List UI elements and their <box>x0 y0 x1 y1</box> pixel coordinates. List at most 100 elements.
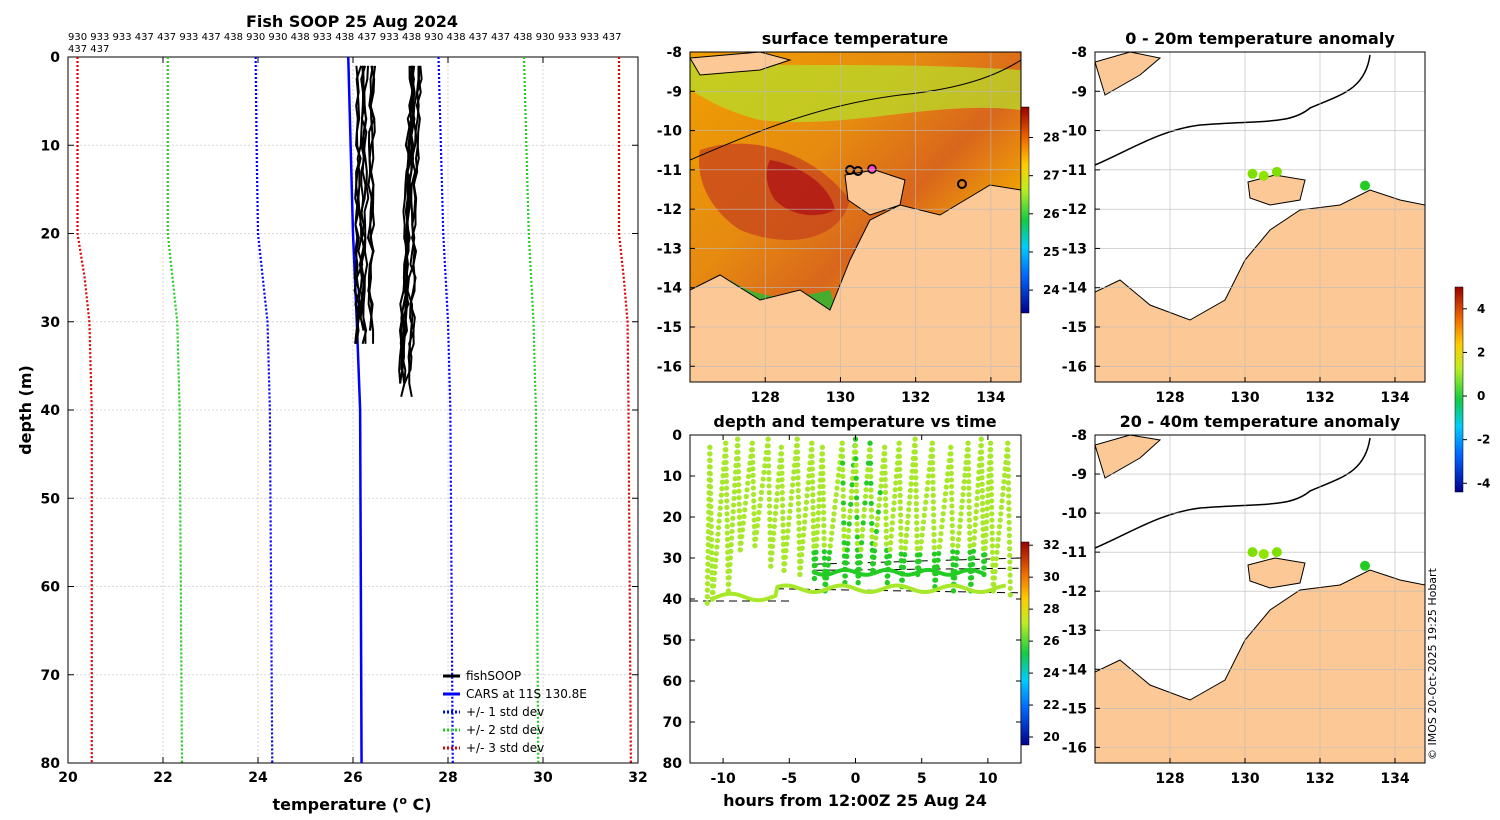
profile-ytick-label: 40 <box>41 403 61 419</box>
timeseries-point <box>841 520 847 526</box>
timeseries-point <box>861 513 867 519</box>
surface-grid <box>690 51 1021 382</box>
timeseries-point <box>799 545 805 551</box>
timeseries-point <box>730 515 736 521</box>
surface-hot-core <box>766 160 835 216</box>
timeseries-point <box>771 523 777 530</box>
timeseries-point <box>981 565 987 571</box>
timeseries-point <box>723 479 730 485</box>
surface-ytick-label: -14 <box>657 281 683 297</box>
timeseries-point <box>770 537 776 543</box>
timeseries-point <box>883 528 889 534</box>
timeseries-point <box>741 513 747 520</box>
timeseries-point <box>907 487 914 494</box>
timeseries-point <box>820 503 827 509</box>
timeseries-point <box>705 561 711 567</box>
timeseries-point <box>844 553 850 560</box>
timeseries-point <box>858 540 865 546</box>
timeseries-point <box>810 524 817 530</box>
timeseries-point <box>935 557 941 563</box>
timeseries-point <box>999 498 1005 504</box>
timeseries-point <box>827 543 833 549</box>
timeseries-point <box>902 545 908 551</box>
timeseries-point <box>769 550 775 556</box>
surface-map <box>690 52 1021 382</box>
timeseries-colorbar-tick-label: 20 <box>1043 730 1060 744</box>
timeseries-ytick-label: 10 <box>663 469 683 485</box>
timeseries-point <box>882 483 888 489</box>
copyright-note: © IMOS 20-Oct-2025 19:25 Hobart <box>1426 567 1439 760</box>
timeseries-point <box>979 455 985 462</box>
timeseries-point <box>921 512 927 518</box>
timeseries-point <box>899 577 906 583</box>
timeseries-point <box>704 587 711 593</box>
timeseries-point <box>732 482 738 488</box>
timeseries-point <box>988 472 994 478</box>
timeseries-point <box>774 497 780 503</box>
timeseries-point <box>930 505 937 512</box>
anomaly1-ytick-label: -11 <box>1062 163 1087 179</box>
timeseries-point <box>759 483 765 489</box>
timeseries-point <box>889 520 895 526</box>
timeseries-point <box>883 502 889 508</box>
timeseries-point <box>785 528 791 534</box>
timeseries-point <box>982 545 988 551</box>
timeseries-point <box>735 475 742 481</box>
timeseries-point <box>779 457 785 463</box>
timeseries-point <box>897 486 903 492</box>
timeseries-point <box>914 520 920 526</box>
timeseries-point <box>820 496 826 503</box>
timeseries-point <box>904 526 910 532</box>
anomaly2-melville-island <box>1247 557 1306 589</box>
timeseries-point <box>830 517 836 523</box>
timeseries-point <box>744 487 750 493</box>
timeseries-point <box>908 481 914 487</box>
timeseries-point <box>788 502 794 508</box>
timeseries-point <box>958 511 964 517</box>
timeseries-xtick-label: 0 <box>851 771 861 787</box>
timeseries-point <box>953 562 959 568</box>
timeseries-point <box>767 516 773 522</box>
timeseries-point <box>930 466 936 472</box>
anomaly1-ytick-label: -12 <box>1062 202 1087 218</box>
timeseries-point <box>794 436 800 442</box>
timeseries-point <box>715 524 722 531</box>
timeseries-point <box>708 537 715 543</box>
timeseries-point <box>988 498 995 504</box>
surface-colorbar-tick-label: 27 <box>1043 169 1060 183</box>
profile-xtick-label: 22 <box>153 770 172 786</box>
anomaly1-point <box>1247 168 1258 179</box>
timeseries-point <box>903 532 910 538</box>
timeseries-point <box>778 451 785 457</box>
timeseries-point <box>779 490 785 496</box>
timeseries-point <box>757 503 763 509</box>
timeseries-point <box>718 499 724 505</box>
timeseries-point <box>727 555 734 561</box>
timeseries-point <box>965 453 971 459</box>
timeseries-point <box>929 453 936 459</box>
timeseries-point <box>849 482 855 488</box>
timeseries-point <box>704 594 710 600</box>
timeseries-point <box>738 540 744 546</box>
timeseries-point <box>978 436 984 442</box>
timeseries-point <box>794 449 801 455</box>
timeseries-point <box>978 449 985 455</box>
anomaly2-point <box>1360 560 1370 571</box>
timeseries-point <box>766 469 772 476</box>
timeseries-point <box>815 516 821 523</box>
timeseries-point <box>704 600 710 606</box>
anomaly1-xtick-label: 132 <box>1305 390 1334 406</box>
timeseries-point <box>750 485 756 491</box>
timeseries-point <box>965 459 971 466</box>
timeseries-point <box>809 440 815 446</box>
timeseries-ytick-label: 70 <box>663 715 683 731</box>
timeseries-point <box>864 480 870 486</box>
timeseries-point <box>893 480 899 486</box>
timeseries-point <box>719 486 725 492</box>
timeseries-point <box>783 548 789 554</box>
timeseries-point <box>766 463 772 469</box>
timeseries-point <box>779 470 785 476</box>
timeseries-point <box>809 479 816 485</box>
timeseries-point <box>705 568 711 574</box>
timeseries-point <box>948 477 955 483</box>
